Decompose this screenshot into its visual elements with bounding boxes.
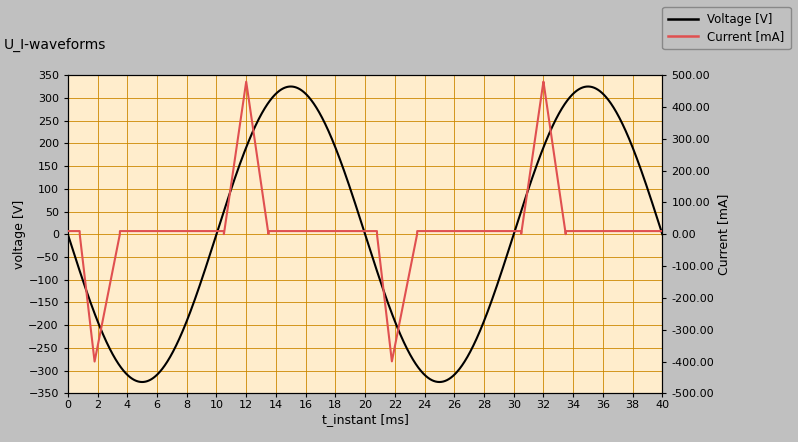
Legend: Voltage [V], Current [mA]: Voltage [V], Current [mA] [662,7,791,50]
X-axis label: t_instant [ms]: t_instant [ms] [322,413,409,426]
Text: U_I-waveforms: U_I-waveforms [4,38,106,52]
Y-axis label: voltage [V]: voltage [V] [13,200,26,269]
Y-axis label: Current [mA]: Current [mA] [717,194,730,275]
